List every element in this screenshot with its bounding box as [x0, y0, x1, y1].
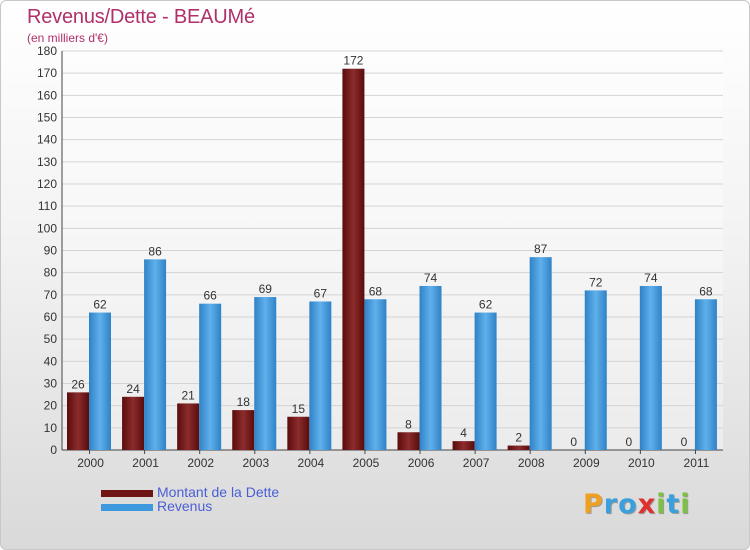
- data-label-debt: 26: [71, 377, 85, 391]
- data-label-revenus: 68: [699, 284, 713, 298]
- data-label-debt: 0: [570, 435, 577, 449]
- data-label-revenus: 69: [259, 282, 273, 296]
- x-tick-label: 2011: [684, 456, 710, 470]
- data-label-revenus: 87: [534, 242, 548, 256]
- x-tick-label: 2002: [187, 456, 214, 470]
- data-label-debt: 21: [181, 388, 195, 402]
- bar-debt: [122, 396, 145, 450]
- bar-revenus: [89, 312, 111, 450]
- bar-revenus: [529, 257, 552, 450]
- logo-letter: P: [583, 489, 604, 520]
- bar-revenus: [474, 312, 497, 450]
- y-tick-label: 40: [44, 354, 58, 368]
- logo-letter: o: [618, 489, 638, 520]
- y-tick-label: 100: [37, 221, 57, 235]
- bar-revenus: [419, 285, 442, 450]
- y-tick-label: 140: [37, 133, 57, 147]
- data-label-revenus: 67: [314, 286, 328, 300]
- x-tick-label: 2007: [463, 456, 490, 470]
- bar-revenus: [309, 301, 332, 450]
- data-label-debt: 0: [625, 435, 632, 449]
- bar-debt: [452, 441, 475, 450]
- y-tick-label: 50: [44, 332, 58, 346]
- data-label-debt: 172: [343, 54, 363, 68]
- x-tick-label: 2000: [77, 456, 104, 470]
- x-tick-label: 2010: [628, 456, 655, 470]
- proxiti-logo: Proxiti: [583, 489, 691, 520]
- y-tick-label: 130: [37, 155, 57, 169]
- y-tick-label: 120: [37, 177, 57, 191]
- chart-title: Revenus/Dette - BEAUMé: [27, 6, 255, 28]
- logo-letter: i: [680, 489, 691, 520]
- y-tick-label: 180: [37, 44, 57, 58]
- bar-debt: [67, 392, 89, 450]
- bar-revenus: [639, 285, 662, 450]
- chart-subtitle: (en milliers d'€): [27, 31, 108, 45]
- x-tick-label: 2008: [518, 456, 545, 470]
- legend-label-revenus: Revenus: [157, 498, 213, 514]
- data-label-debt: 4: [460, 426, 467, 440]
- data-label-revenus: 72: [589, 275, 603, 289]
- x-tick-label: 2005: [353, 456, 380, 470]
- y-tick-label: 20: [44, 399, 58, 413]
- bar-revenus: [144, 259, 167, 450]
- bar-debt: [397, 432, 420, 450]
- y-tick-label: 170: [37, 66, 57, 80]
- y-tick-label: 150: [37, 111, 57, 125]
- data-label-revenus: 62: [479, 298, 493, 312]
- bar-debt: [342, 68, 365, 450]
- y-tick-label: 90: [44, 244, 58, 258]
- data-label-debt: 18: [237, 395, 251, 409]
- data-label-revenus: 74: [424, 271, 438, 285]
- bar-revenus: [364, 299, 387, 450]
- data-label-debt: 2: [515, 431, 522, 445]
- data-label-revenus: 66: [203, 289, 217, 303]
- y-tick-label: 160: [37, 88, 57, 102]
- bar-revenus: [584, 290, 607, 450]
- legend-label-dette: Montant de la Dette: [157, 484, 280, 500]
- bar-revenus: [254, 297, 277, 450]
- y-tick-label: 60: [44, 310, 58, 324]
- legend-swatch-dette: [101, 490, 153, 497]
- logo-letter: i: [656, 489, 667, 520]
- x-tick-label: 2006: [408, 456, 435, 470]
- data-label-debt: 15: [292, 402, 306, 416]
- y-tick-label: 110: [38, 199, 57, 213]
- logo-letter: r: [603, 489, 619, 520]
- bar-revenus: [694, 299, 717, 450]
- data-label-revenus: 86: [148, 244, 162, 258]
- legend-swatch-revenus: [101, 504, 153, 511]
- data-label-debt: 24: [126, 382, 140, 396]
- x-tick-label: 2003: [242, 456, 269, 470]
- data-label-revenus: 62: [93, 298, 107, 312]
- y-tick-label: 70: [44, 288, 58, 302]
- data-label-debt: 0: [681, 435, 688, 449]
- x-tick-label: 2001: [132, 456, 159, 470]
- x-tick-label: 2009: [573, 456, 600, 470]
- bar-debt: [177, 403, 200, 450]
- bar-revenus: [199, 303, 222, 450]
- data-label-revenus: 68: [369, 284, 383, 298]
- data-label-debt: 8: [405, 417, 412, 431]
- data-label-revenus: 74: [644, 271, 658, 285]
- y-tick-label: 30: [44, 377, 58, 391]
- bar-debt: [507, 445, 530, 450]
- y-tick-label: 10: [44, 421, 58, 435]
- logo-letter: x: [637, 489, 657, 520]
- logo-letter: t: [666, 489, 681, 520]
- bar-debt: [232, 410, 255, 450]
- bar-debt: [287, 416, 310, 450]
- x-tick-label: 2004: [298, 456, 325, 470]
- y-tick-label: 0: [50, 443, 57, 457]
- y-tick-label: 80: [44, 266, 58, 280]
